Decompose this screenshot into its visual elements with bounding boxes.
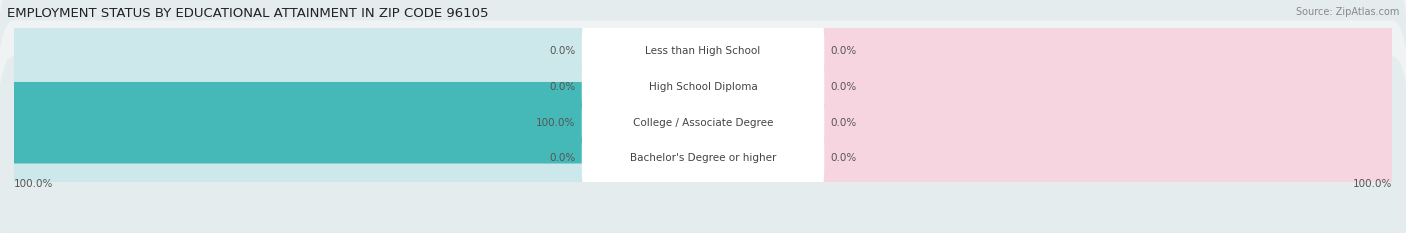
Text: Less than High School: Less than High School (645, 46, 761, 56)
FancyBboxPatch shape (695, 103, 1400, 214)
Text: Bachelor's Degree or higher: Bachelor's Degree or higher (630, 154, 776, 164)
Text: 100.0%: 100.0% (1353, 179, 1392, 189)
FancyBboxPatch shape (0, 0, 1406, 154)
FancyBboxPatch shape (582, 20, 824, 82)
FancyBboxPatch shape (8, 82, 709, 164)
FancyBboxPatch shape (582, 92, 824, 154)
Text: Source: ZipAtlas.com: Source: ZipAtlas.com (1295, 7, 1399, 17)
Text: 100.0%: 100.0% (14, 179, 53, 189)
FancyBboxPatch shape (695, 68, 1400, 178)
FancyBboxPatch shape (0, 56, 1406, 233)
FancyBboxPatch shape (582, 127, 824, 189)
Text: College / Associate Degree: College / Associate Degree (633, 118, 773, 128)
Text: 0.0%: 0.0% (831, 154, 856, 164)
FancyBboxPatch shape (582, 56, 824, 118)
Text: 100.0%: 100.0% (536, 118, 575, 128)
FancyBboxPatch shape (0, 0, 1406, 189)
Text: 0.0%: 0.0% (831, 46, 856, 56)
FancyBboxPatch shape (6, 32, 711, 142)
Text: High School Diploma: High School Diploma (648, 82, 758, 92)
FancyBboxPatch shape (695, 0, 1400, 106)
Text: 0.0%: 0.0% (550, 154, 575, 164)
FancyBboxPatch shape (6, 0, 711, 106)
FancyBboxPatch shape (695, 32, 1400, 142)
Text: 0.0%: 0.0% (550, 46, 575, 56)
Text: 0.0%: 0.0% (831, 118, 856, 128)
FancyBboxPatch shape (6, 103, 711, 214)
Text: 0.0%: 0.0% (831, 82, 856, 92)
Text: EMPLOYMENT STATUS BY EDUCATIONAL ATTAINMENT IN ZIP CODE 96105: EMPLOYMENT STATUS BY EDUCATIONAL ATTAINM… (7, 7, 488, 20)
FancyBboxPatch shape (6, 68, 711, 178)
FancyBboxPatch shape (0, 21, 1406, 225)
Text: 0.0%: 0.0% (550, 82, 575, 92)
